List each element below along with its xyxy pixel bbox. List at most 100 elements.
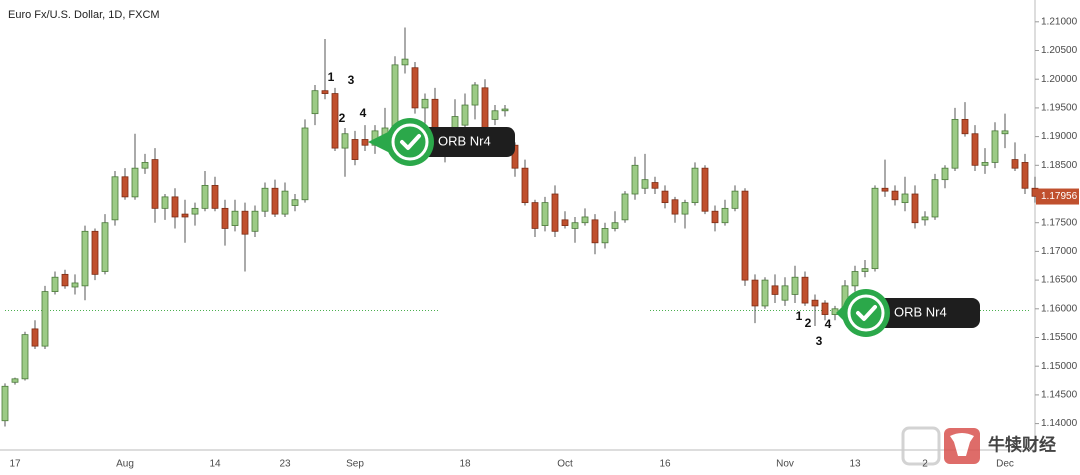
- candle-body: [541, 202, 549, 226]
- candle-body: [921, 216, 929, 221]
- candle-body: [321, 90, 329, 94]
- watermark-text: 牛犊财经: [988, 434, 1056, 454]
- candle-body: [861, 268, 869, 272]
- candle-body: [21, 334, 29, 380]
- candle-body: [961, 118, 969, 135]
- y-tick-label: 1.14000: [1041, 418, 1078, 429]
- x-tick-label: Dec: [996, 459, 1014, 470]
- candle-body: [701, 167, 709, 212]
- bar-count-label: 4: [825, 317, 832, 331]
- candle-body: [871, 187, 879, 270]
- y-tick-label: 1.15000: [1041, 361, 1078, 372]
- y-tick-label: 1.15500: [1041, 332, 1078, 343]
- candle-body: [231, 210, 239, 226]
- watermark: [901, 426, 980, 466]
- candle-body: [571, 222, 579, 229]
- chart-title: Euro Fx/U.S. Dollar, 1D, FXCM: [8, 9, 160, 21]
- candle-body: [851, 271, 859, 287]
- candle-body: [271, 187, 279, 215]
- candle-body: [911, 193, 919, 224]
- candle-body: [191, 207, 199, 215]
- candle-body: [491, 110, 499, 120]
- candle-body: [991, 130, 999, 163]
- candle-body: [601, 228, 609, 244]
- price-label-box: [1036, 188, 1079, 205]
- candle-body: [781, 285, 789, 301]
- candle-body: [721, 207, 729, 224]
- candle-body: [221, 207, 229, 229]
- y-tick-label: 1.16500: [1041, 275, 1078, 286]
- candle-body: [161, 196, 169, 209]
- candle-body: [691, 167, 699, 204]
- candle-body: [111, 176, 119, 221]
- bar-count-label: 3: [348, 73, 355, 87]
- candle-body: [1021, 162, 1029, 189]
- candle-body: [301, 127, 309, 201]
- candle-body: [881, 187, 889, 192]
- candle-body: [181, 213, 189, 218]
- candle-body: [361, 139, 369, 146]
- candle-body: [741, 190, 749, 281]
- candle-body: [891, 190, 899, 201]
- y-tick-label: 1.17000: [1041, 246, 1078, 257]
- candle-body: [551, 193, 559, 232]
- candle-body: [971, 133, 979, 166]
- candle-body: [791, 276, 799, 295]
- candle-body: [561, 219, 569, 226]
- bar-count-label: 2: [805, 316, 812, 330]
- candle-body: [641, 179, 649, 189]
- candle-body: [421, 98, 429, 109]
- callout-box: [410, 127, 515, 157]
- orb-annotation: 1 2 3 4 ORB Nr4: [328, 70, 515, 166]
- y-tick-label: 1.14500: [1041, 390, 1078, 401]
- candle-body: [581, 216, 589, 224]
- candle-body: [671, 199, 679, 215]
- x-tick-label: 17: [9, 459, 21, 470]
- candle-body: [171, 196, 179, 218]
- candle-body: [281, 190, 289, 215]
- x-tick-label: Oct: [557, 459, 573, 470]
- candle-body: [341, 133, 349, 149]
- candle-body: [61, 273, 69, 287]
- candle-body: [531, 202, 539, 229]
- candle-body: [731, 190, 739, 209]
- candle-body: [251, 210, 259, 232]
- callout-text: ORB Nr4: [438, 133, 491, 148]
- candle-body: [771, 285, 779, 295]
- bar-count-label: 4: [360, 106, 367, 120]
- candle-body: [651, 182, 659, 189]
- check-circle: [847, 294, 885, 332]
- candle-body: [151, 159, 159, 209]
- y-tick-label: 1.21000: [1041, 16, 1078, 27]
- candle-body: [501, 108, 509, 112]
- candle-body: [821, 302, 829, 315]
- x-tick-label: 16: [659, 459, 671, 470]
- candle-body: [331, 93, 339, 149]
- check-mark: [856, 305, 877, 321]
- candle-body: [811, 299, 819, 307]
- candle-body: [31, 328, 39, 347]
- bar-count-label: 2: [339, 111, 346, 125]
- candle-body: [51, 276, 59, 292]
- candle-body: [661, 190, 669, 204]
- x-tick-label: 13: [849, 459, 861, 470]
- y-tick-label: 1.18500: [1041, 160, 1078, 171]
- candle-body: [471, 84, 479, 106]
- callout-pointer: [368, 130, 392, 154]
- candle-body: [461, 104, 469, 126]
- candle-body: [101, 222, 109, 272]
- candle-body: [401, 58, 409, 66]
- candle-body: [611, 222, 619, 229]
- y-tick-label: 1.19000: [1041, 131, 1078, 142]
- candle-body: [201, 184, 209, 209]
- x-tick-label: Aug: [116, 459, 134, 470]
- candle-body: [761, 279, 769, 307]
- candle-body: [681, 202, 689, 215]
- candle-body: [411, 67, 419, 109]
- candle-body: [141, 162, 149, 169]
- candle-body: [1001, 130, 1009, 135]
- y-tick-label: 1.17500: [1041, 217, 1078, 228]
- candle-body: [41, 291, 49, 347]
- candle-body: [931, 179, 939, 218]
